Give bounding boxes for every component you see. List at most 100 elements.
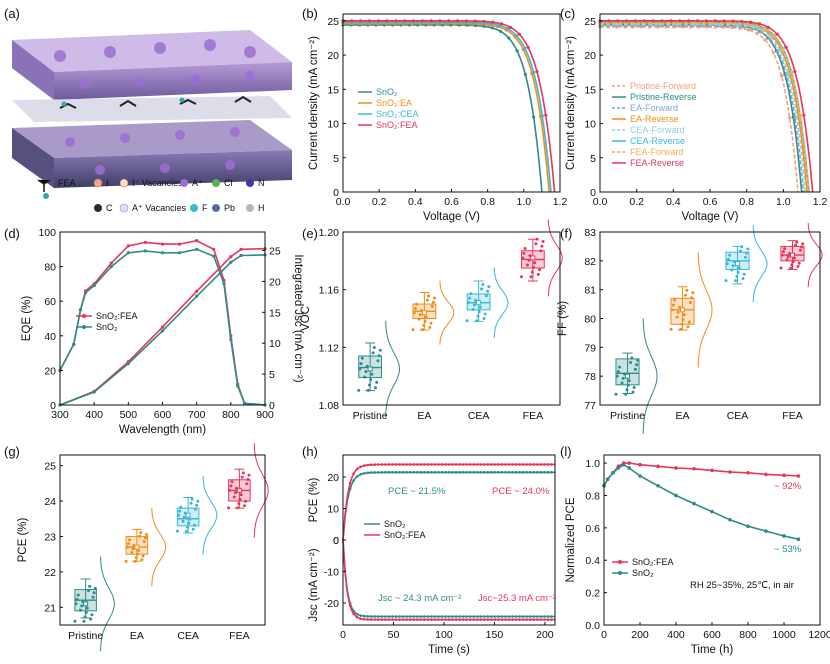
box-data-point (472, 303, 476, 307)
box-data-point (523, 247, 527, 250)
jv-point (490, 26, 494, 30)
jv-point (456, 19, 460, 23)
box-data-point (636, 358, 640, 362)
pce-point (355, 467, 359, 471)
jsc-point (468, 618, 472, 621)
y-tick-label: 78 (584, 371, 596, 383)
jsc-point (490, 615, 493, 618)
y-tick-label: 20 (44, 365, 56, 377)
jsc-point (387, 615, 391, 618)
panel-label-c: (c) (560, 6, 575, 21)
pce-point (507, 463, 511, 466)
x-tick-label: 600 (703, 629, 721, 641)
legend-label: Pristine-Reverse (630, 92, 697, 102)
box-data-point (369, 378, 373, 382)
jv-hysteresis-chart: Pristine-ForwardPristine-ReverseEA-Forwa… (565, 13, 828, 223)
box-data-point (792, 256, 796, 260)
nitrogen-icon (246, 179, 254, 187)
jsc-point (440, 618, 444, 621)
jsc-point (550, 618, 553, 621)
x-tick-label: 50 (388, 629, 400, 641)
category-label: FEA (523, 410, 543, 422)
y2-tick-label: 20 (269, 276, 281, 288)
pce-point (539, 471, 543, 474)
box-data-point (680, 322, 684, 326)
distribution-curve (752, 225, 768, 303)
box-data-point (130, 551, 134, 554)
box-data-point (190, 497, 194, 501)
pce-point (426, 463, 430, 466)
jv-point (532, 115, 536, 119)
box-data-point (357, 388, 361, 392)
pce-point (366, 463, 370, 467)
pce-point (539, 463, 543, 466)
distribution-curve (202, 475, 218, 555)
jsc-point (380, 615, 384, 618)
box-data-point (188, 517, 192, 521)
stability-point (746, 471, 750, 475)
jv-point (749, 20, 753, 24)
pce-point (479, 463, 483, 466)
box-data-point (134, 556, 138, 560)
box-data-point (779, 266, 783, 270)
jv-point (746, 28, 751, 32)
box-data-point (790, 263, 794, 267)
pce-point (391, 471, 394, 474)
y-axis-label: Current density (mA cm⁻²) (308, 36, 320, 170)
jsc-point (465, 615, 468, 618)
jv-point (500, 22, 504, 26)
box-data-point (132, 543, 136, 547)
pce-point (543, 463, 546, 466)
jsc-point (525, 615, 529, 618)
box-data-point (424, 315, 428, 319)
legend-label: SnO₂:EA (376, 98, 412, 108)
box-data-point (81, 600, 85, 604)
legend-label: SnO₂ (632, 568, 654, 578)
y-tick-label: 0.4 (585, 555, 600, 567)
integrated-jsc-curve (59, 254, 266, 406)
box-data-point (737, 266, 741, 270)
y-tick-label: 20 (327, 50, 339, 62)
jv-point (722, 19, 726, 23)
jv-point (687, 19, 691, 23)
jv-point (775, 32, 779, 36)
x-tick-label: 400 (667, 629, 685, 641)
y-tick-label: 0 (333, 187, 339, 199)
structure-legend: FEA I I⁻ Vacancies A⁺ Cl N C A⁺ Vacancie… (37, 178, 265, 213)
box-data-point (431, 300, 435, 304)
jv-point (704, 19, 708, 23)
stability-point (782, 473, 786, 478)
pce-point (401, 471, 405, 474)
x-tick-label: 0.0 (336, 196, 351, 208)
jsc-point (511, 618, 514, 621)
jv-point (740, 19, 744, 24)
pce-point (479, 471, 483, 474)
pce-point (430, 471, 433, 474)
eqe-point (109, 265, 113, 269)
pce-point (419, 463, 423, 466)
box-data-point (627, 379, 631, 383)
pce-point (525, 471, 529, 474)
pce-point (468, 471, 472, 474)
y-tick-label: 0 (590, 187, 596, 199)
stability-curve (603, 462, 799, 487)
x-tick-label: 1000 (772, 629, 796, 641)
box-data-point (669, 327, 673, 331)
jsc-point (384, 615, 387, 618)
pce-point (465, 463, 468, 466)
y-tick-label: -20 (324, 598, 339, 610)
y-tick-label: 0.8 (585, 490, 600, 502)
jsc-point (458, 615, 461, 618)
box-data-point (183, 511, 187, 515)
box-mean (421, 310, 427, 316)
legend-cl: Cl (224, 178, 233, 188)
stability-point (728, 517, 732, 522)
box-data-point (691, 291, 695, 295)
box-data-point (801, 242, 805, 246)
box-data-point (687, 320, 691, 324)
plot-frame (59, 231, 266, 406)
x-tick-label: 1.2 (813, 196, 828, 208)
box-data-point (186, 525, 190, 529)
